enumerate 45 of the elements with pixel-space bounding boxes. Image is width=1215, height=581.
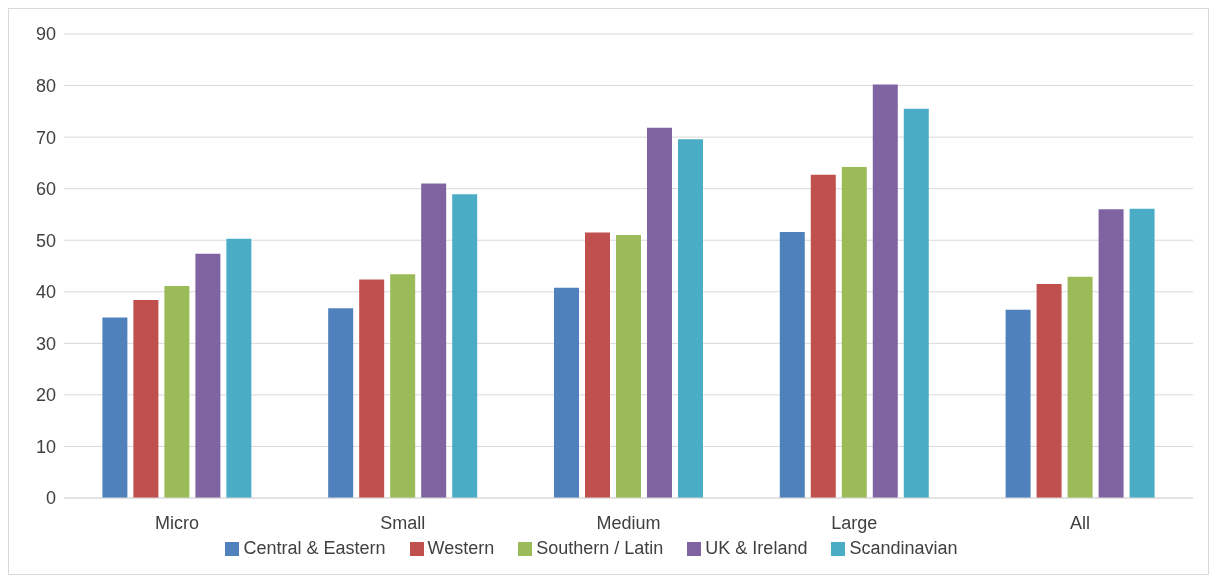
bar bbox=[328, 308, 354, 498]
x-tick-label: Medium bbox=[596, 512, 661, 533]
bar bbox=[677, 139, 703, 498]
bar bbox=[553, 287, 579, 498]
bar bbox=[1129, 208, 1155, 498]
bar bbox=[615, 235, 641, 498]
legend-label: Scandinavian bbox=[849, 538, 958, 558]
bar bbox=[584, 232, 610, 498]
bar bbox=[646, 127, 672, 498]
bar bbox=[903, 108, 929, 498]
legend-label: Western bbox=[427, 538, 495, 558]
bar bbox=[390, 274, 416, 498]
y-tick-label: 0 bbox=[45, 488, 56, 509]
bar bbox=[810, 174, 836, 498]
bar bbox=[102, 317, 128, 498]
bar bbox=[164, 286, 190, 498]
x-tick-label: Large bbox=[831, 512, 878, 533]
y-tick-label: 10 bbox=[35, 436, 56, 457]
y-tick-label: 40 bbox=[35, 282, 56, 303]
legend-label: Southern / Latin bbox=[536, 538, 664, 558]
bar bbox=[452, 194, 478, 498]
bar bbox=[421, 183, 447, 498]
y-tick-label: 20 bbox=[35, 385, 56, 406]
y-tick-label: 80 bbox=[35, 75, 56, 96]
bar bbox=[359, 279, 385, 498]
bar bbox=[1067, 276, 1093, 498]
bar bbox=[133, 300, 159, 498]
y-tick-label: 30 bbox=[35, 333, 56, 354]
bar bbox=[1098, 209, 1124, 498]
y-tick-label: 70 bbox=[35, 127, 56, 148]
x-tick-label: All bbox=[1070, 512, 1091, 533]
bar bbox=[1036, 284, 1062, 498]
y-tick-label: 90 bbox=[35, 24, 56, 45]
bar bbox=[226, 238, 252, 498]
bar bbox=[195, 253, 221, 498]
y-tick-label: 50 bbox=[35, 230, 56, 251]
bar bbox=[1005, 309, 1031, 498]
x-tick-label: Small bbox=[380, 512, 426, 533]
y-tick-label: 60 bbox=[35, 179, 56, 200]
x-tick-label: Micro bbox=[154, 512, 199, 533]
bar bbox=[872, 84, 898, 498]
bar bbox=[779, 231, 805, 498]
legend-label: UK & Ireland bbox=[705, 538, 808, 558]
bar bbox=[841, 167, 867, 498]
legend-label: Central & Eastern bbox=[243, 538, 386, 558]
